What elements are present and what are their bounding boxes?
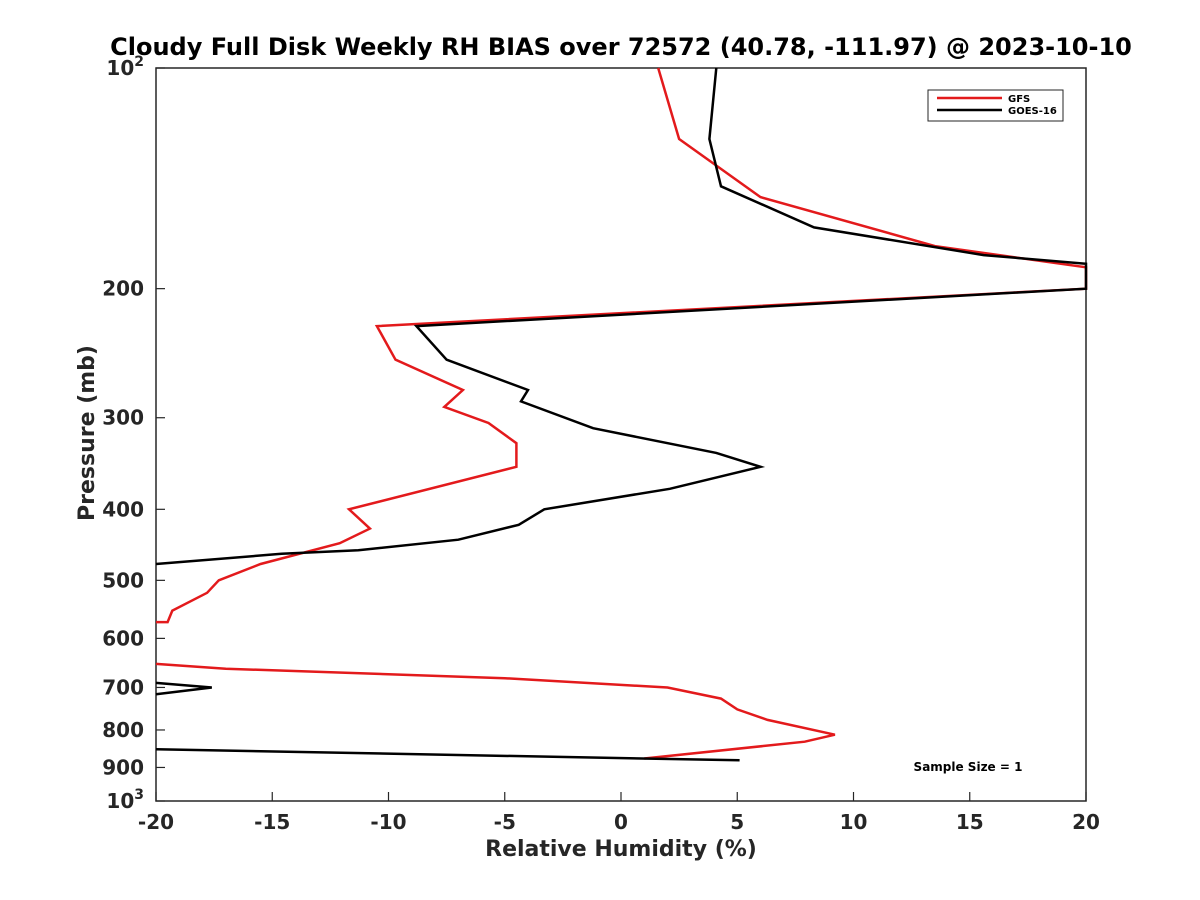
x-tick-label: -15 [254, 810, 290, 834]
plot-lines [155, 67, 1088, 762]
x-axis-label: Relative Humidity (%) [485, 837, 757, 862]
series-line-gfs-segment-1 [156, 67, 1088, 624]
series-line-gfs-segment-2 [155, 662, 836, 760]
x-tick-label: 15 [956, 810, 984, 834]
series-line-goes16-segment-1 [155, 67, 1088, 566]
y-tick-label: 300 [102, 406, 144, 430]
y-tick-label: 800 [102, 718, 144, 742]
series-line-goes16-segment-3 [155, 748, 740, 762]
x-tick-label: 0 [614, 810, 628, 834]
x-axis-ticks: -20 -15 -10 -5 0 5 10 15 20 [138, 792, 1100, 834]
x-tick-label: 5 [730, 810, 744, 834]
y-tick-label: 500 [102, 568, 144, 592]
y-tick-label: 700 [102, 675, 144, 699]
y-tick-label: 200 [102, 277, 144, 301]
chart-title: Cloudy Full Disk Weekly RH BIAS over 725… [110, 33, 1132, 61]
x-tick-label: -5 [494, 810, 516, 834]
x-tick-label: 20 [1072, 810, 1100, 834]
x-tick-label: -20 [138, 810, 174, 834]
sample-size-annotation: Sample Size = 1 [914, 760, 1023, 774]
x-tick-label: 10 [840, 810, 868, 834]
y-axis-label: Pressure (mb) [75, 345, 100, 521]
y-tick-label: 400 [102, 497, 144, 521]
x-tick-label: -10 [370, 810, 406, 834]
series-line-goes16-segment-2 [155, 681, 212, 696]
legend-box [927, 89, 1064, 122]
legend-label-gfs: GFS [1008, 94, 1030, 105]
legend: GFS GOES-16 [927, 89, 1064, 122]
y-tick-label: 900 [102, 755, 144, 779]
legend-label-goes16: GOES-16 [1008, 106, 1057, 117]
y-tick-label: 102 [106, 54, 144, 80]
y-tick-label: 600 [102, 626, 144, 650]
